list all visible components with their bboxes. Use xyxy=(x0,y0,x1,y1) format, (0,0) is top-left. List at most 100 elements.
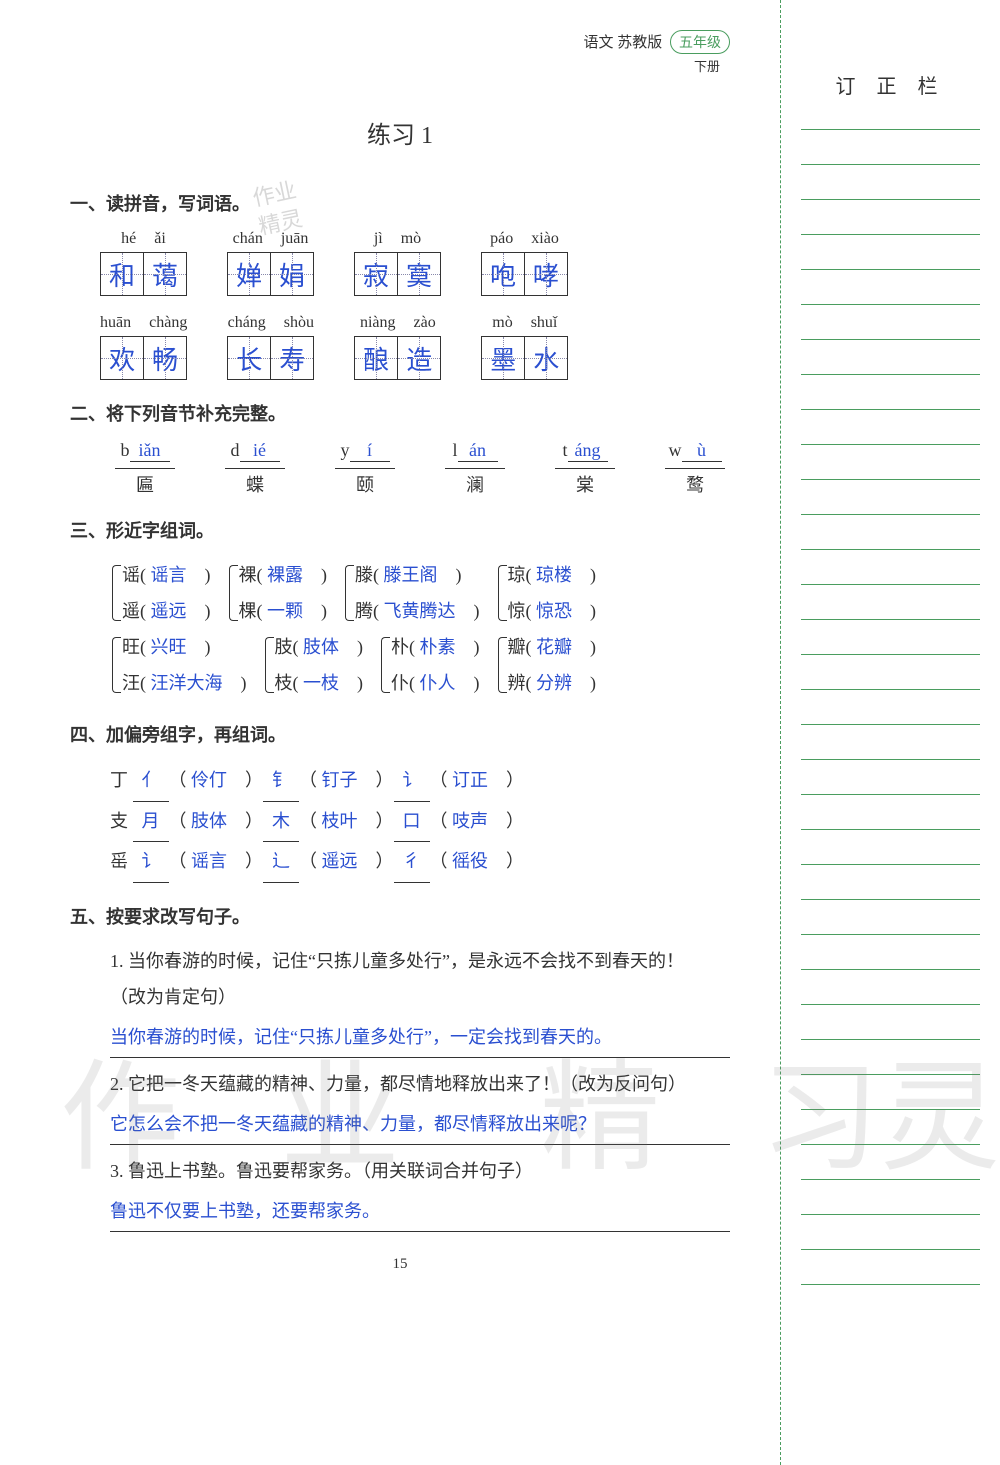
char-cell[interactable]: 寞 xyxy=(397,252,441,296)
char-cell[interactable]: 欢 xyxy=(100,336,144,380)
char-cell[interactable]: 寂 xyxy=(354,252,398,296)
char-cell[interactable]: 墨 xyxy=(481,336,525,380)
page-number: 15 xyxy=(70,1256,730,1273)
final-answer[interactable]: í xyxy=(350,440,390,462)
pair-line: 琼( 琼楼 ) xyxy=(508,557,597,593)
char-cell[interactable]: 婵 xyxy=(227,252,271,296)
correction-sidebar: 订 正 栏 xyxy=(780,0,1000,1465)
sidebar-line xyxy=(801,829,980,830)
section4-body: 丁 亻（ 伶仃 ）钅（ 钉子 ）讠（ 订正 ）支 月（ 肢体 ）木（ 枝叶 ）口… xyxy=(70,761,730,883)
char-cell[interactable]: 酿 xyxy=(354,336,398,380)
radical-blank[interactable]: 木 xyxy=(263,802,299,843)
edition-label: 苏教版 xyxy=(617,35,662,51)
final-answer[interactable]: án xyxy=(458,440,498,462)
sidebar-line xyxy=(801,654,980,655)
sidebar-line xyxy=(801,899,980,900)
sidebar-line xyxy=(801,724,980,725)
sidebar-lines xyxy=(801,129,980,1285)
radical-blank[interactable]: 讠 xyxy=(133,842,169,883)
pair-line: 遥( 遥远 ) xyxy=(122,593,211,629)
radical-blank[interactable]: 彳 xyxy=(394,842,430,883)
sidebar-line xyxy=(801,1179,980,1180)
final-answer[interactable]: ù xyxy=(682,440,722,462)
initial: b xyxy=(121,440,130,461)
pair-line: 朴( 朴素 ) xyxy=(391,629,480,665)
sidebar-line xyxy=(801,619,980,620)
char-cell[interactable]: 水 xyxy=(524,336,568,380)
syllable-item: lán澜 xyxy=(440,440,510,497)
section5-body: 1. 当你春游的时候，记住“只拣儿童多处行”，是永远不会找不到春天的！（改为肯定… xyxy=(70,943,730,1232)
char-pair: 肢( 肢体 )枝( 一枝 ) xyxy=(263,629,364,701)
answer-line[interactable]: 当你春游的时候，记住“只拣儿童多处行”，一定会找到春天的。 xyxy=(110,1019,730,1058)
radical-row: 䍃 讠（ 谣言 ）辶（ 遥远 ）彳（ 徭役 ） xyxy=(110,842,730,883)
pinyin-word: mòshuǐ墨水 xyxy=(481,314,568,380)
pinyin-syllable: zào xyxy=(413,314,435,332)
char-cell[interactable]: 寿 xyxy=(270,336,314,380)
sidebar-line xyxy=(801,584,980,585)
final-answer[interactable]: áng xyxy=(568,440,608,462)
sidebar-line xyxy=(801,1284,980,1285)
sentence-question: 1. 当你春游的时候，记住“只拣儿童多处行”，是永远不会找不到春天的！ xyxy=(110,943,730,979)
char-cell[interactable]: 畅 xyxy=(143,336,187,380)
sidebar-line xyxy=(801,1109,980,1110)
pinyin-word: chánjuān婵娟 xyxy=(227,230,314,296)
sidebar-title: 订 正 栏 xyxy=(801,70,980,99)
answer-line[interactable]: 鲁迅不仅要上书塾，还要帮家务。 xyxy=(110,1193,730,1232)
char-cell[interactable]: 造 xyxy=(397,336,441,380)
sidebar-line xyxy=(801,304,980,305)
syllable-char: 棠 xyxy=(555,468,615,497)
pinyin-syllable: shuǐ xyxy=(531,314,558,332)
sidebar-line xyxy=(801,1039,980,1040)
syllable-char: 澜 xyxy=(445,468,505,497)
sentence-question: 2. 它把一冬天蕴藏的精神、力量，都尽情地释放出来了！（改为反问句） xyxy=(110,1066,730,1102)
syllable-item: yí颐 xyxy=(330,440,400,497)
radical-blank[interactable]: 亻 xyxy=(133,761,169,802)
radical-blank[interactable]: 月 xyxy=(133,802,169,843)
char-cell[interactable]: 长 xyxy=(227,336,271,380)
pinyin-syllable: chàng xyxy=(149,314,187,332)
radical-blank[interactable]: 钅 xyxy=(263,761,299,802)
syllable-item: wù鹜 xyxy=(660,440,730,497)
sidebar-line xyxy=(801,129,980,130)
radical-blank[interactable]: 辶 xyxy=(263,842,299,883)
section5-head: 五、按要求改写句子。 xyxy=(70,903,730,929)
pinyin-syllable: huān xyxy=(100,314,131,332)
section3-head: 三、形近字组词。 xyxy=(70,517,730,543)
char-pair: 琼( 琼楼 )惊( 惊恐 ) xyxy=(496,557,597,629)
worksheet-page: 语文 苏教版 五年级 下册 作业 精灵 练习 1 一、读拼音，写词语。 héǎi… xyxy=(0,0,780,1293)
final-answer[interactable]: ié xyxy=(240,440,280,462)
char-cell[interactable]: 蔼 xyxy=(143,252,187,296)
initial: y xyxy=(341,440,350,461)
char-cell[interactable]: 咆 xyxy=(481,252,525,296)
subject-label: 语文 xyxy=(583,35,613,51)
sidebar-line xyxy=(801,479,980,480)
sidebar-line xyxy=(801,1004,980,1005)
grade-badge: 五年级 xyxy=(670,30,730,54)
sidebar-line xyxy=(801,234,980,235)
pinyin-syllable: páo xyxy=(490,230,513,248)
sidebar-line xyxy=(801,794,980,795)
char-pair: 朴( 朴素 )仆( 仆人 ) xyxy=(379,629,480,701)
pair-line: 辨( 分辨 ) xyxy=(508,665,597,701)
pair-line: 裸( 裸露 ) xyxy=(239,557,328,593)
char-pair-row: 谣( 谣言 )遥( 遥远 )裸( 裸露 )棵( 一颗 )滕( 滕王阁 )腾( 飞… xyxy=(110,557,730,629)
char-cell[interactable]: 和 xyxy=(100,252,144,296)
syllable-char: 鹜 xyxy=(665,468,725,497)
pinyin-syllable: juān xyxy=(281,230,309,248)
section2-body: biǎn匾dié蝶yí颐lán澜táng棠wù鹜 xyxy=(70,440,730,497)
sidebar-line xyxy=(801,969,980,970)
answer-line[interactable]: 它怎么会不把一冬天蕴藏的精神、力量，都尽情释放出来呢？ xyxy=(110,1106,730,1145)
char-cell[interactable]: 娟 xyxy=(270,252,314,296)
pinyin-syllable: ǎi xyxy=(154,230,166,248)
syllable-char: 蝶 xyxy=(225,468,285,497)
char-cell[interactable]: 哮 xyxy=(524,252,568,296)
radical-blank[interactable]: 口 xyxy=(394,802,430,843)
char-pair: 滕( 滕王阁 )腾( 飞黄腾达 ) xyxy=(343,557,480,629)
radical-blank[interactable]: 讠 xyxy=(394,761,430,802)
question-note: （改为肯定句） xyxy=(110,979,730,1015)
exercise-title: 练习 1 xyxy=(70,115,730,150)
sidebar-line xyxy=(801,269,980,270)
section1-head: 一、读拼音，写词语。 xyxy=(70,190,730,216)
final-answer[interactable]: iǎn xyxy=(130,440,170,462)
pinyin-syllable: cháng xyxy=(228,314,266,332)
